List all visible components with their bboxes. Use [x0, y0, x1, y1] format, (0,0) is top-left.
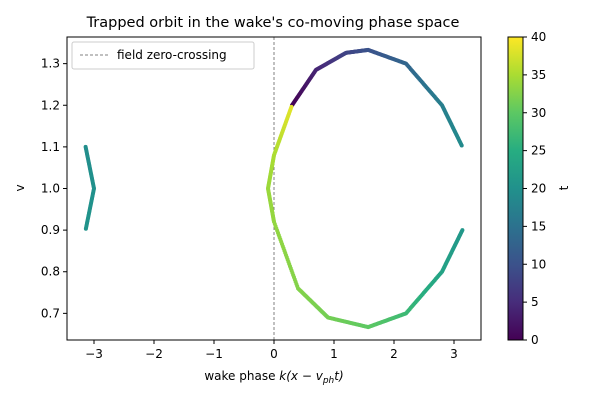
- orbit-point: [83, 226, 88, 231]
- colorbar-tick-label: 20: [531, 182, 546, 196]
- colorbar-label: t: [557, 185, 571, 190]
- colorbar-tick-label: 10: [531, 257, 546, 271]
- x-axis: −3 −2 −1 0 1 2 3: [85, 340, 458, 361]
- colorbar-tick-label: 35: [531, 68, 546, 82]
- y-tick-label: 1.3: [41, 57, 60, 71]
- colorbar: 0 5 10 15 20 25 30 35 40 t: [507, 30, 571, 347]
- y-tick-label: 0.7: [41, 306, 60, 320]
- chart-title: Trapped orbit in the wake's co-moving ph…: [86, 15, 460, 31]
- orbit-point: [289, 104, 294, 109]
- y-axis-label: v: [13, 184, 27, 191]
- x-tick-label: −1: [205, 347, 223, 361]
- x-tick-label: −3: [85, 347, 103, 361]
- orbit-point: [459, 143, 464, 148]
- y-tick-label: 0.9: [41, 223, 60, 237]
- colorbar-tick-label: 0: [531, 333, 539, 347]
- x-tick-label: −2: [145, 347, 163, 361]
- colorbar-tick-label: 25: [531, 144, 546, 158]
- y-tick-label: 1.1: [41, 140, 60, 154]
- x-tick-label: 1: [330, 347, 338, 361]
- x-tick-label: 3: [450, 347, 458, 361]
- y-tick-label: 1.2: [41, 98, 60, 112]
- colorbar-gradient: [507, 36, 524, 341]
- y-tick-label: 0.8: [41, 265, 60, 279]
- x-tick-label: 2: [390, 347, 398, 361]
- colorbar-tick-label: 30: [531, 106, 546, 120]
- points-layer: [83, 47, 465, 330]
- legend-box: [71, 41, 255, 70]
- colorbar-tick-label: 15: [531, 219, 546, 233]
- colorbar-ticks: 0 5 10 15 20 25 30 35 40: [523, 30, 546, 347]
- colorbar-tick-label: 40: [531, 30, 546, 44]
- y-tick-label: 1.0: [41, 182, 60, 196]
- x-tick-label: 0: [270, 347, 278, 361]
- legend: field zero-crossing: [71, 41, 255, 70]
- y-axis: 0.7 0.8 0.9 1.0 1.1 1.2 1.3: [41, 57, 67, 320]
- colorbar-tick-label: 5: [531, 295, 539, 309]
- legend-entry: field zero-crossing: [117, 48, 227, 62]
- x-axis-label: wake phase k(x − vpht): [204, 369, 343, 386]
